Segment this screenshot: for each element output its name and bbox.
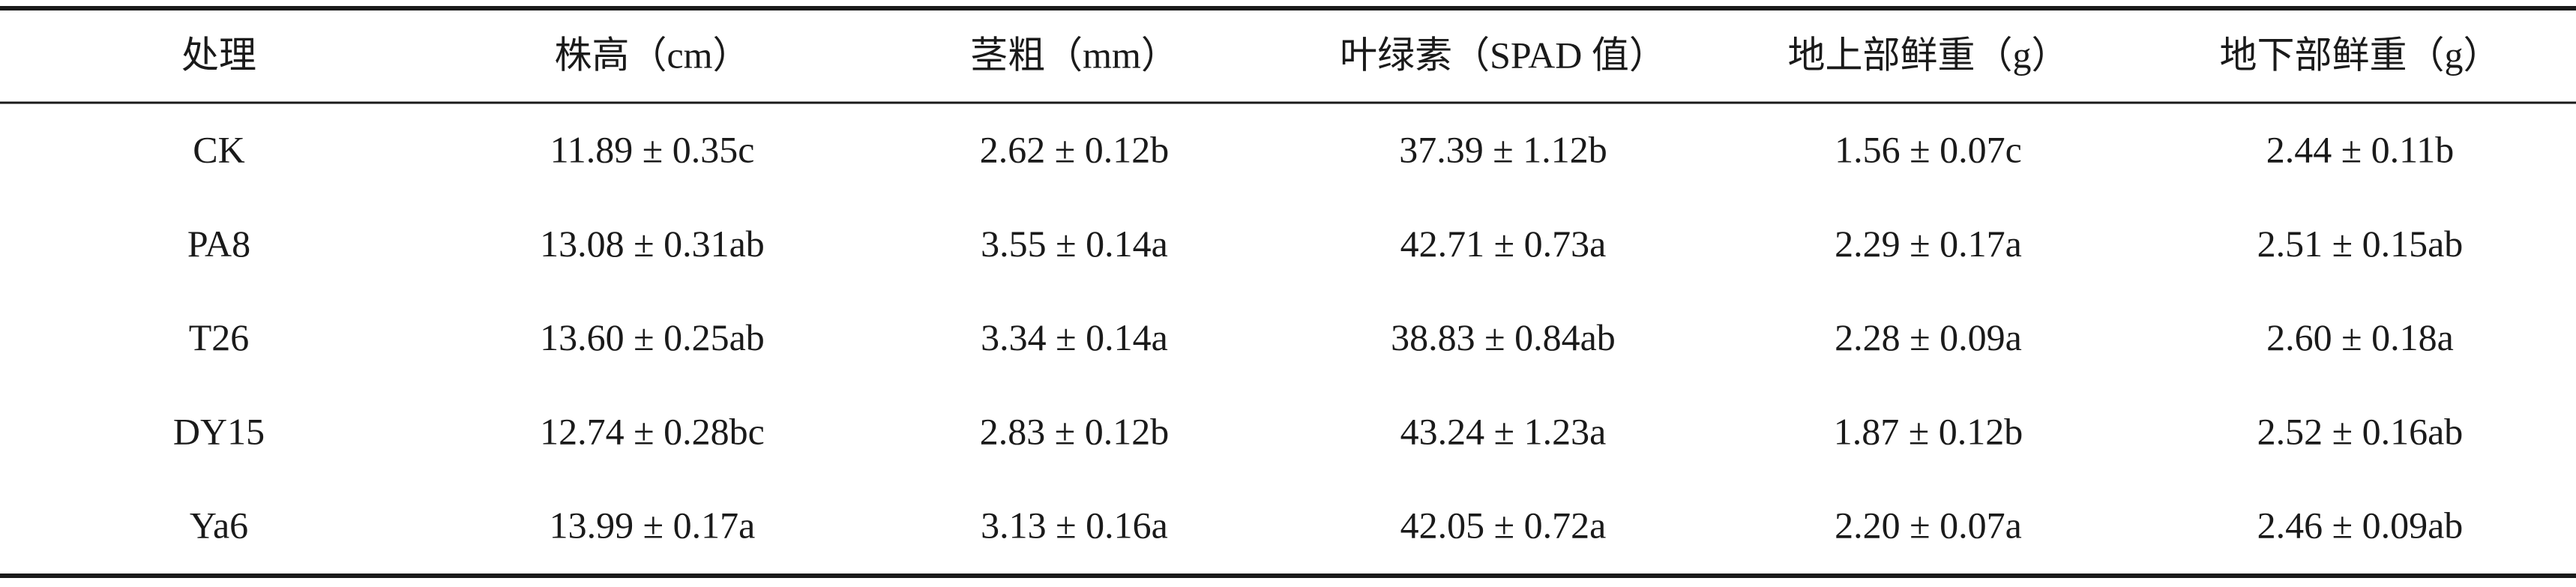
row-label: T26 bbox=[189, 316, 250, 358]
row-label: CK bbox=[193, 128, 244, 170]
table-cell: 38.83 ± 0.84ab bbox=[1391, 316, 1616, 358]
table-cell: 13.08 ± 0.31ab bbox=[540, 223, 765, 265]
header-cell: 株高（cm） bbox=[554, 34, 750, 76]
row-label: Ya6 bbox=[190, 505, 248, 547]
header-cell: 地下部鲜重（g） bbox=[2220, 34, 2501, 76]
table-cell: 2.44 ± 0.11b bbox=[2266, 128, 2455, 170]
table-cell: 3.13 ± 0.16a bbox=[981, 505, 1168, 547]
header-cell: 叶绿素（SPAD 值） bbox=[1340, 34, 1667, 76]
table-cell: 12.74 ± 0.28bc bbox=[540, 410, 765, 452]
table-cell: 43.24 ± 1.23a bbox=[1400, 410, 1607, 452]
table-cell: 3.34 ± 0.14a bbox=[981, 316, 1168, 358]
table-cell: 2.60 ± 0.18a bbox=[2266, 316, 2454, 358]
header-cell: 茎粗（mm） bbox=[970, 34, 1179, 76]
table-cell: 1.87 ± 0.12b bbox=[1834, 410, 2023, 452]
table-cell: 11.89 ± 0.35c bbox=[550, 128, 755, 170]
table-cell: 37.39 ± 1.12b bbox=[1399, 128, 1607, 170]
table-cell: 3.55 ± 0.14a bbox=[981, 223, 1168, 265]
row-label: DY15 bbox=[173, 410, 265, 452]
table-cell: 1.56 ± 0.07c bbox=[1835, 128, 2022, 170]
row-label: PA8 bbox=[187, 223, 250, 265]
table-cell: 2.29 ± 0.17a bbox=[1835, 223, 2022, 265]
table-cell: 2.83 ± 0.12b bbox=[980, 410, 1169, 452]
table-cell: 2.20 ± 0.07a bbox=[1835, 505, 2022, 547]
table-cell: 42.05 ± 0.72a bbox=[1400, 505, 1607, 547]
table-cell: 13.60 ± 0.25ab bbox=[540, 316, 765, 358]
table-cell: 2.28 ± 0.09a bbox=[1835, 316, 2022, 358]
table-cell: 2.62 ± 0.12b bbox=[980, 128, 1169, 170]
table-cell: 42.71 ± 0.73a bbox=[1400, 223, 1607, 265]
table-cell: 2.46 ± 0.09ab bbox=[2257, 505, 2464, 547]
table-cell: 2.51 ± 0.15ab bbox=[2257, 223, 2464, 265]
header-cell: 处理 bbox=[181, 34, 256, 76]
table-cell: 13.99 ± 0.17a bbox=[550, 505, 756, 547]
header-cell: 地上部鲜重（g） bbox=[1788, 34, 2069, 76]
table-cell: 2.52 ± 0.16ab bbox=[2257, 410, 2464, 452]
